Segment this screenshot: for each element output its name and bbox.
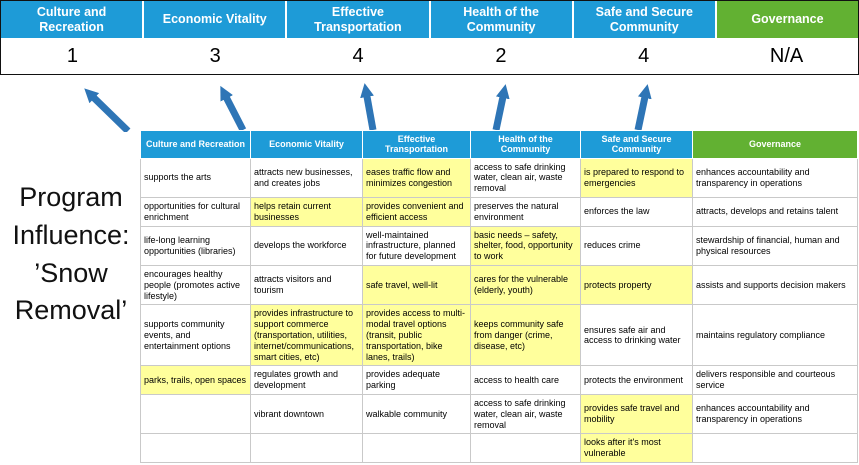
influence-matrix-table: Culture and Recreation Economic Vitality…: [140, 130, 858, 464]
matrix-header-health-of-the-community: Health of the Community: [470, 130, 581, 159]
matrix-header-economic-vitality: Economic Vitality: [250, 130, 363, 159]
matrix-row: parks, trails, open spaces regulates grow…: [140, 365, 858, 396]
matrix-cell: well-maintained infrastructure, planned …: [362, 225, 471, 267]
matrix-cell: maintains regulatory compliance: [692, 304, 858, 367]
matrix-cell: [470, 433, 581, 464]
matrix-header-governance: Governance: [692, 130, 858, 159]
up-arrow-5: [634, 84, 652, 131]
matrix-header-safe-and-secure-community: Safe and Secure Community: [580, 130, 693, 159]
matrix-header-row: Culture and Recreation Economic Vitality…: [140, 130, 858, 159]
matrix-cell: life-long learning opportunities (librar…: [140, 225, 251, 267]
matrix-cell: [250, 433, 363, 464]
matrix-cell-highlighted: eases traffic flow and minimizes congest…: [362, 157, 471, 199]
matrix-cell: walkable community: [362, 394, 471, 435]
matrix-cell-highlighted: cares for the vulnerable (elderly, youth…: [470, 265, 581, 306]
matrix-cell-highlighted: protects property: [580, 265, 693, 306]
matrix-cell: stewardship of financial, human and phys…: [692, 225, 858, 267]
matrix-header-culture-and-recreation: Culture and Recreation: [140, 130, 251, 159]
summary-score-row: 1 3 4 2 4 N/A: [1, 38, 858, 74]
summary-header-health-of-the-community: Health of the Community: [430, 1, 572, 38]
matrix-cell-highlighted: parks, trails, open spaces: [140, 365, 251, 396]
summary-header-governance: Governance: [716, 1, 859, 38]
matrix-cell: protects the environment: [580, 365, 693, 396]
up-arrow-2: [220, 85, 247, 132]
matrix-cell: opportunities for cultural enrichment: [140, 197, 251, 227]
matrix-cell: access to safe drinking water, clean air…: [470, 157, 581, 199]
matrix-row: life-long learning opportunities (librar…: [140, 225, 858, 267]
influence-arrows: [84, 83, 652, 132]
score-safe-and-secure-community: 4: [638, 44, 650, 67]
score-effective-transportation: 4: [352, 44, 364, 67]
matrix-cell: enforces the law: [580, 197, 693, 227]
matrix-row: supports community events, and entertain…: [140, 304, 858, 367]
matrix-row: vibrant downtown walkable community access…: [140, 394, 858, 435]
matrix-cell-highlighted: safe travel, well-lit: [362, 265, 471, 306]
score-economic-vitality: 3: [209, 44, 221, 67]
score-governance: N/A: [769, 44, 804, 67]
summary-scoreboard: Culture and Recreation Economic Vitality…: [0, 0, 859, 75]
matrix-cell: assists and supports decision makers: [692, 265, 858, 306]
summary-header-safe-and-secure-community: Safe and Secure Community: [573, 1, 715, 38]
matrix-cell-highlighted: is prepared to respond to emergencies: [580, 157, 693, 199]
matrix-header-effective-transportation: Effective Transportation: [362, 130, 471, 159]
score-culture-and-recreation: 1: [66, 44, 78, 67]
matrix-cell-highlighted: provides safe travel and mobility: [580, 394, 693, 435]
matrix-row: looks after it's most vulnerable: [140, 433, 858, 464]
matrix-cell-highlighted: looks after it's most vulnerable: [580, 433, 693, 464]
matrix-cell: regulates growth and development: [250, 365, 363, 396]
matrix-cell: attracts, develops and retains talent: [692, 197, 858, 227]
matrix-cell: supports the arts: [140, 157, 251, 199]
matrix-body: supports the arts attracts new businesses…: [140, 157, 858, 464]
summary-header-row: Culture and Recreation Economic Vitality…: [1, 1, 859, 38]
matrix-cell: [140, 394, 251, 435]
summary-header-effective-transportation: Effective Transportation: [287, 1, 429, 38]
matrix-cell: encourages healthy people (promotes acti…: [140, 265, 251, 306]
matrix-cell-highlighted: basic needs – safety, shelter, food, opp…: [470, 225, 581, 267]
matrix-cell: provides adequate parking: [362, 365, 471, 396]
matrix-row: encourages healthy people (promotes acti…: [140, 265, 858, 306]
matrix-cell: enhances accountability and transparency…: [692, 157, 858, 199]
matrix-cell: [362, 433, 471, 464]
matrix-cell: delivers responsible and courteous servi…: [692, 365, 858, 396]
matrix-cell: enhances accountability and transparency…: [692, 394, 858, 435]
matrix-cell: preserves the natural environment: [470, 197, 581, 227]
matrix-cell: attracts visitors and tourism: [250, 265, 363, 306]
up-arrow-3: [360, 83, 377, 131]
summary-header-economic-vitality: Economic Vitality: [144, 1, 286, 38]
matrix-cell-highlighted: keeps community safe from danger (crime,…: [470, 304, 581, 367]
matrix-cell: access to health care: [470, 365, 581, 396]
matrix-cell-highlighted: helps retain current businesses: [250, 197, 363, 227]
program-influence-title: Program Influence: ’Snow Removal’: [12, 182, 130, 326]
matrix-cell: [140, 433, 251, 464]
summary-header-culture-and-recreation: Culture and Recreation: [1, 1, 143, 38]
matrix-cell: vibrant downtown: [250, 394, 363, 435]
matrix-cell-highlighted: provides infrastructure to support comme…: [250, 304, 363, 367]
matrix-cell: reduces crime: [580, 225, 693, 267]
matrix-cell: ensures safe air and access to drinking …: [580, 304, 693, 367]
matrix-cell: develops the workforce: [250, 225, 363, 267]
matrix-cell: supports community events, and entertain…: [140, 304, 251, 367]
matrix-cell: [692, 433, 858, 464]
matrix-cell: access to safe drinking water, clean air…: [470, 394, 581, 435]
matrix-cell-highlighted: provides access to multi-modal travel op…: [362, 304, 471, 367]
matrix-row: opportunities for cultural enrichment hel…: [140, 197, 858, 227]
up-arrow-1: [84, 88, 131, 132]
matrix-cell-highlighted: provides convenient and efficient access: [362, 197, 471, 227]
up-arrow-4: [492, 84, 510, 131]
matrix-cell: attracts new businesses, and creates job…: [250, 157, 363, 199]
matrix-row: supports the arts attracts new businesses…: [140, 157, 858, 199]
score-health-of-the-community: 2: [495, 44, 507, 67]
